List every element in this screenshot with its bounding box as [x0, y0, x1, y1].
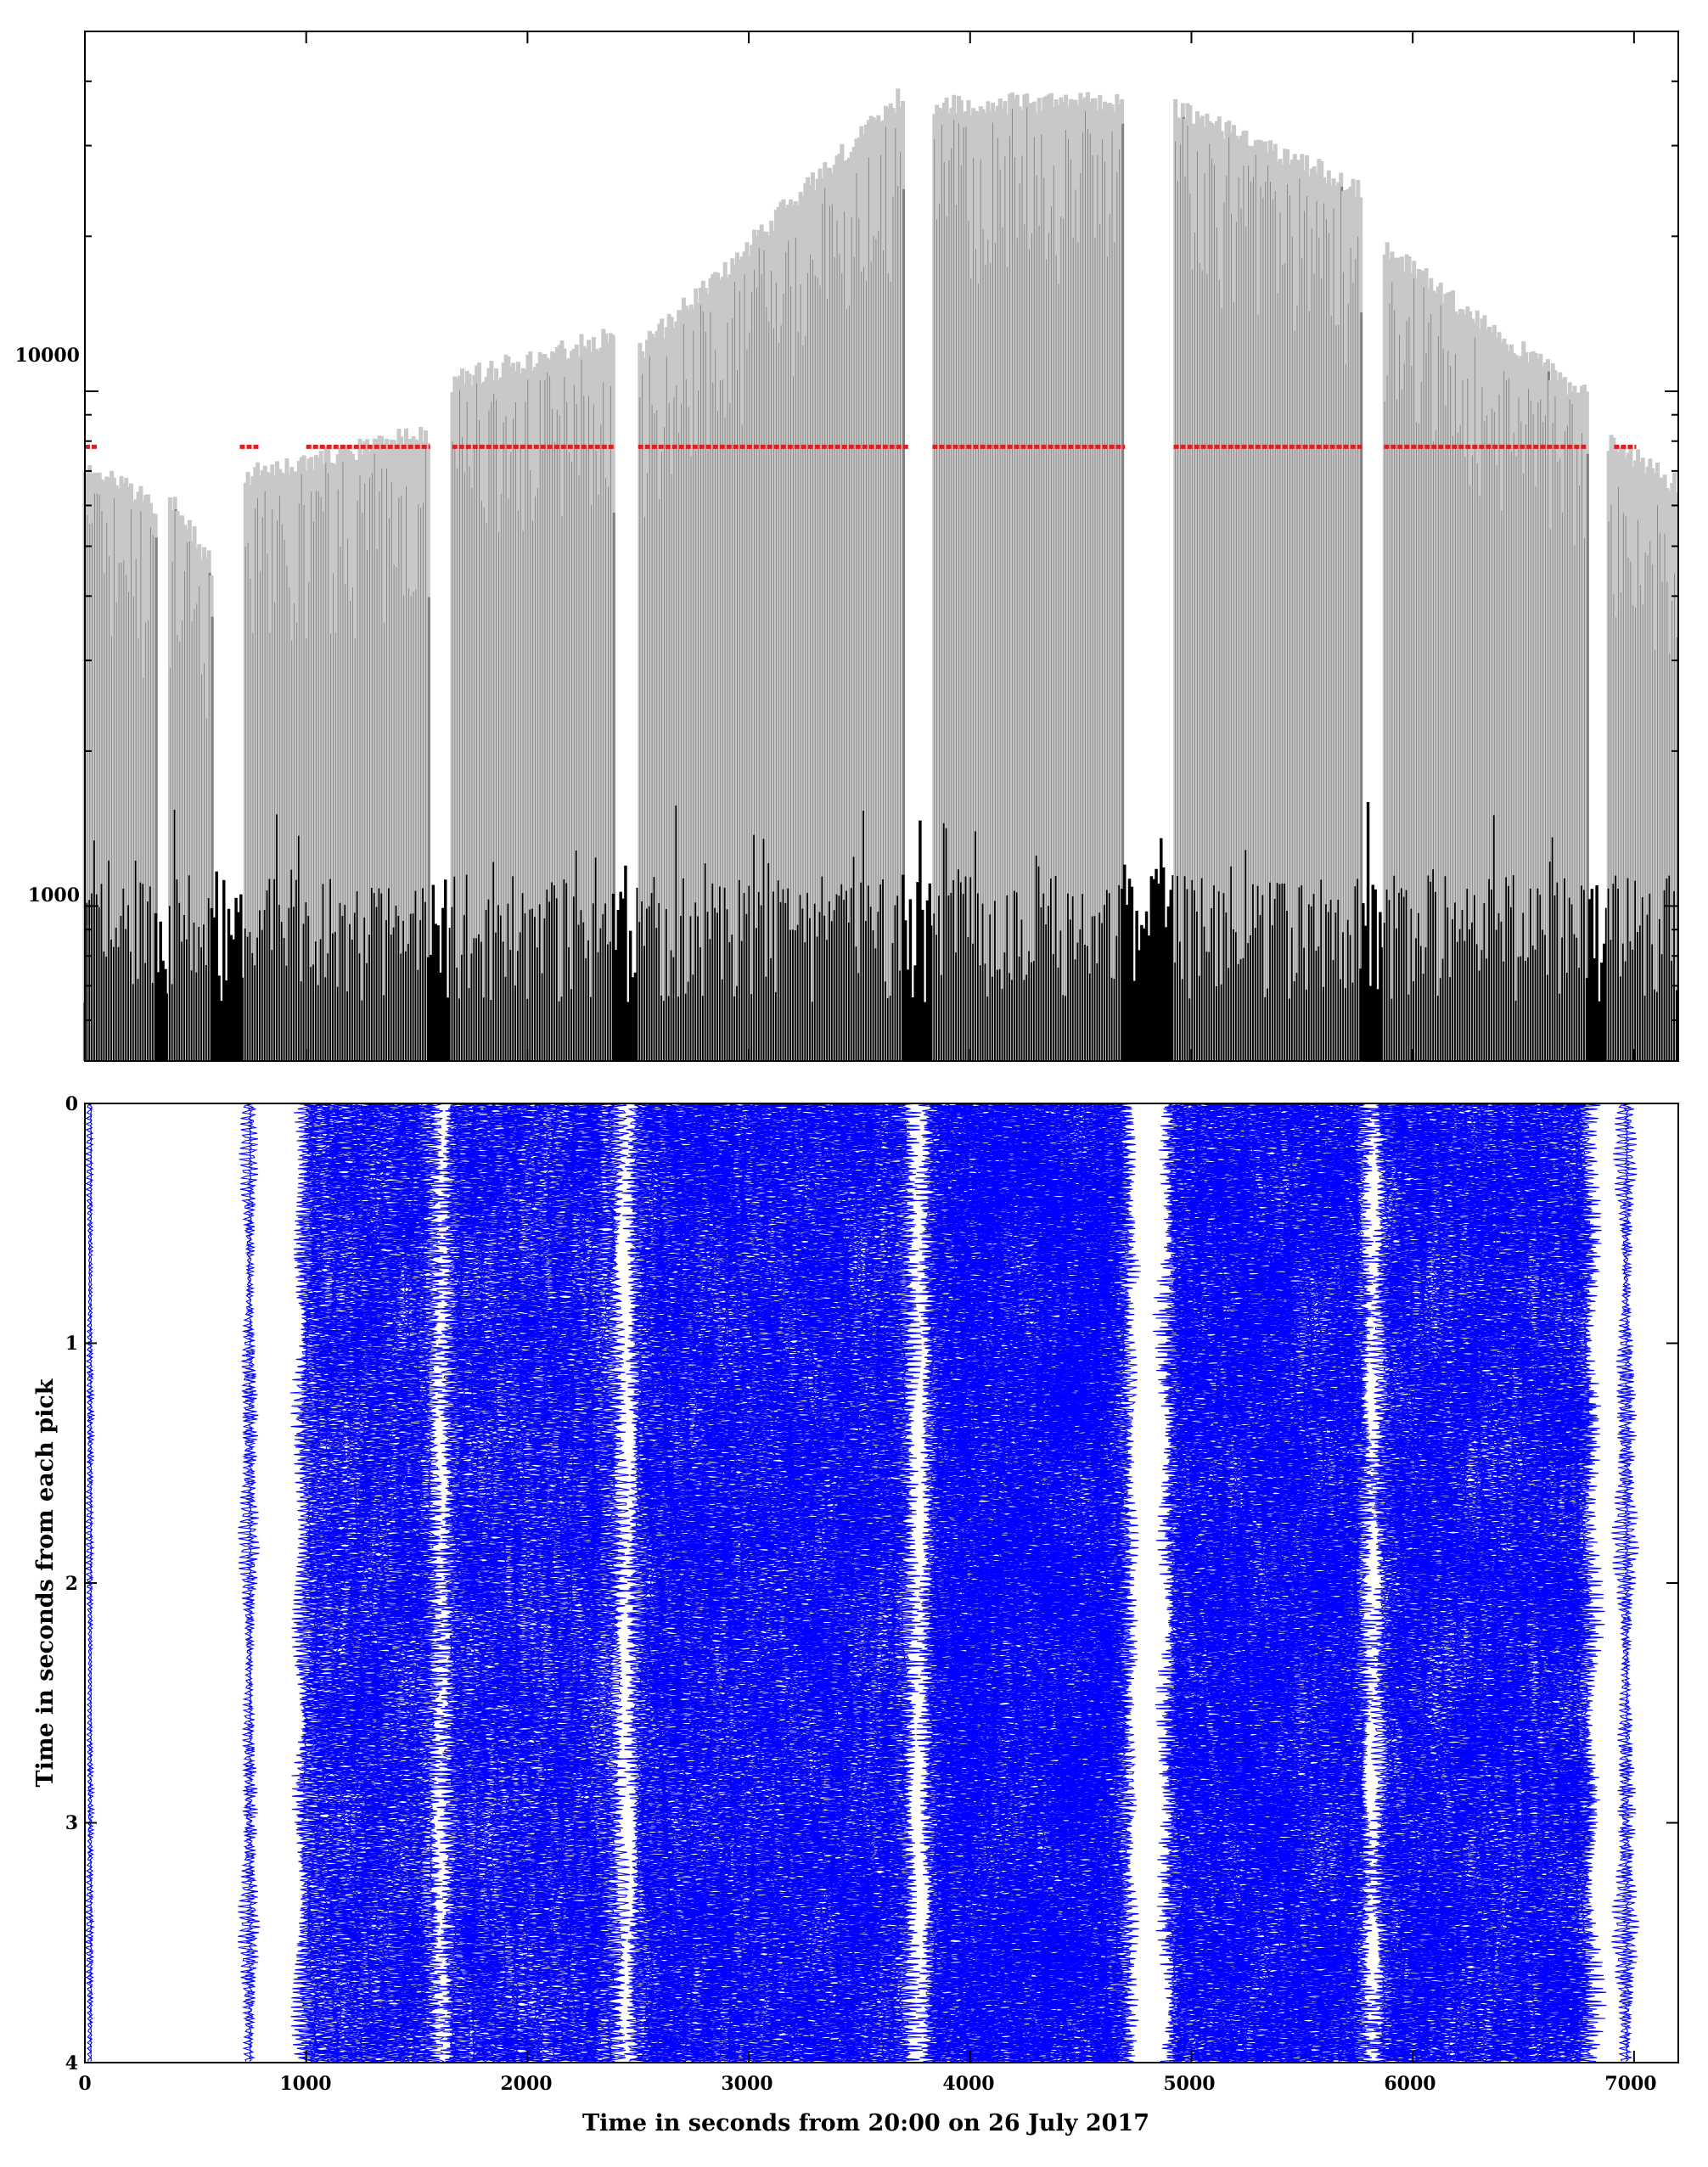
y-tick-label-1000: 1000 [28, 884, 80, 907]
y-axis-label: Time in seconds from each pick [32, 1378, 59, 1787]
y-tick-label-2: 2 [65, 1573, 78, 1595]
x-tick-label-1000: 1000 [279, 2073, 331, 2095]
y-tick-label-10000: 10000 [14, 345, 80, 367]
x-tick-label-7000: 7000 [1604, 2073, 1656, 2095]
x-tick-label-6000: 6000 [1384, 2073, 1436, 2095]
x-tick-label-0: 0 [78, 2073, 91, 2095]
x-tick-label-2000: 2000 [500, 2073, 552, 2095]
x-tick-label-3000: 3000 [721, 2073, 773, 2095]
y-tick-label-0: 0 [65, 1093, 78, 1115]
x-tick-label-4000: 4000 [942, 2073, 994, 2095]
y-tick-label-1: 1 [65, 1333, 78, 1355]
y-tick-label-4: 4 [65, 2052, 78, 2074]
x-axis-label: Time in seconds from 20:00 on 26 July 20… [582, 2110, 1149, 2136]
y-tick-label-3: 3 [65, 1812, 78, 1834]
x-tick-label-5000: 5000 [1163, 2073, 1215, 2095]
